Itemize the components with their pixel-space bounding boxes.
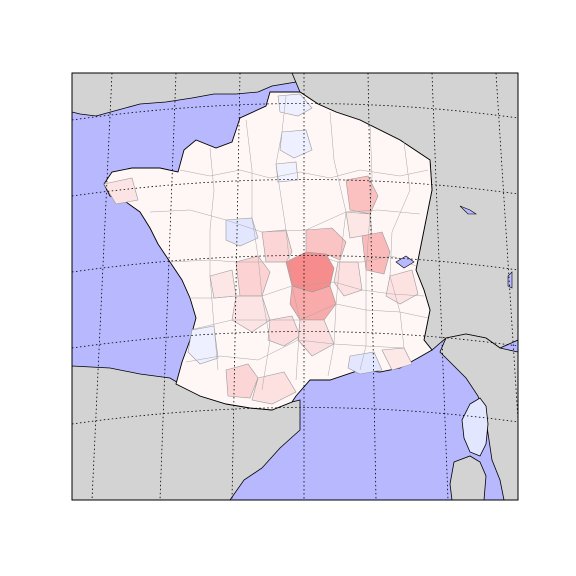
dept-lot bbox=[267, 315, 301, 347]
department-shading bbox=[103, 93, 419, 405]
dept-var bbox=[381, 347, 413, 371]
dept-cote-dor bbox=[345, 211, 373, 239]
land-england bbox=[72, 73, 301, 117]
lake-italian bbox=[507, 271, 513, 289]
land-corsica bbox=[461, 397, 489, 457]
dept-pyrenees bbox=[251, 371, 297, 405]
lake-geneva bbox=[395, 255, 415, 269]
dept-val-de-marne bbox=[275, 161, 299, 183]
map-frame bbox=[71, 72, 519, 501]
dept-nord bbox=[277, 93, 313, 117]
land-sardinia bbox=[449, 455, 487, 500]
department-borders bbox=[149, 95, 429, 391]
dept-savoie bbox=[385, 269, 419, 305]
lake-constance bbox=[459, 205, 477, 215]
dept-ain bbox=[361, 231, 391, 275]
dept-vienne bbox=[235, 255, 271, 297]
land-italy bbox=[439, 333, 518, 500]
graticule bbox=[72, 73, 518, 500]
dept-aveyron bbox=[297, 319, 335, 357]
dept-maine-et-loire bbox=[225, 217, 259, 247]
dept-correze bbox=[289, 285, 337, 321]
dept-finistere bbox=[103, 177, 139, 205]
